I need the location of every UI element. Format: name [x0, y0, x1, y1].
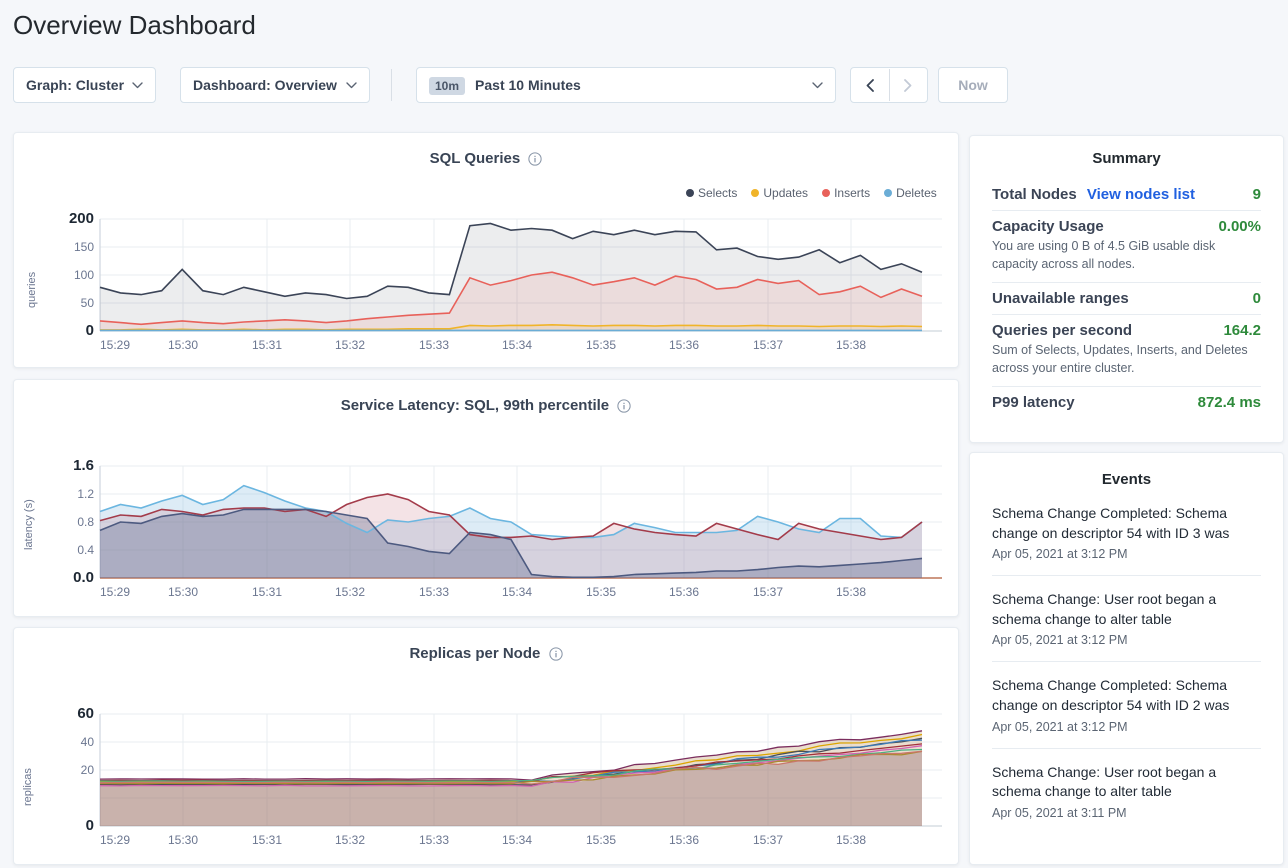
svg-text:150: 150	[74, 240, 94, 254]
svg-text:15:29: 15:29	[100, 585, 130, 599]
svg-text:60: 60	[77, 705, 94, 722]
svg-text:15:38: 15:38	[836, 338, 866, 352]
svg-text:15:31: 15:31	[252, 338, 282, 352]
svg-text:200: 200	[69, 210, 94, 227]
svg-text:1.2: 1.2	[77, 487, 94, 501]
svg-text:0.4: 0.4	[77, 543, 94, 557]
svg-text:15:32: 15:32	[335, 833, 365, 847]
svg-text:20: 20	[81, 763, 95, 777]
svg-text:15:33: 15:33	[419, 338, 449, 352]
svg-text:15:30: 15:30	[168, 338, 198, 352]
svg-text:15:31: 15:31	[252, 833, 282, 847]
svg-text:15:37: 15:37	[753, 585, 783, 599]
svg-text:0: 0	[86, 817, 94, 834]
svg-text:15:29: 15:29	[100, 833, 130, 847]
svg-text:15:34: 15:34	[502, 833, 532, 847]
svg-text:15:38: 15:38	[836, 833, 866, 847]
svg-text:0.0: 0.0	[73, 569, 94, 586]
svg-text:15:36: 15:36	[669, 585, 699, 599]
svg-text:15:31: 15:31	[252, 585, 282, 599]
svg-text:15:30: 15:30	[168, 833, 198, 847]
svg-text:15:32: 15:32	[335, 338, 365, 352]
svg-text:15:33: 15:33	[419, 585, 449, 599]
svg-text:15:33: 15:33	[419, 833, 449, 847]
svg-text:15:36: 15:36	[669, 338, 699, 352]
svg-text:1.6: 1.6	[73, 457, 94, 474]
svg-text:50: 50	[81, 296, 95, 310]
svg-text:15:36: 15:36	[669, 833, 699, 847]
svg-text:15:37: 15:37	[753, 833, 783, 847]
svg-text:15:38: 15:38	[836, 585, 866, 599]
svg-text:15:30: 15:30	[168, 585, 198, 599]
svg-text:15:34: 15:34	[502, 338, 532, 352]
svg-text:100: 100	[74, 268, 94, 282]
svg-text:15:34: 15:34	[502, 585, 532, 599]
svg-text:40: 40	[81, 735, 95, 749]
svg-text:15:35: 15:35	[586, 585, 616, 599]
svg-text:15:29: 15:29	[100, 338, 130, 352]
svg-text:15:35: 15:35	[586, 338, 616, 352]
svg-text:15:35: 15:35	[586, 833, 616, 847]
svg-text:15:32: 15:32	[335, 585, 365, 599]
svg-text:0.8: 0.8	[77, 515, 94, 529]
svg-text:15:37: 15:37	[753, 338, 783, 352]
svg-text:0: 0	[86, 322, 94, 339]
